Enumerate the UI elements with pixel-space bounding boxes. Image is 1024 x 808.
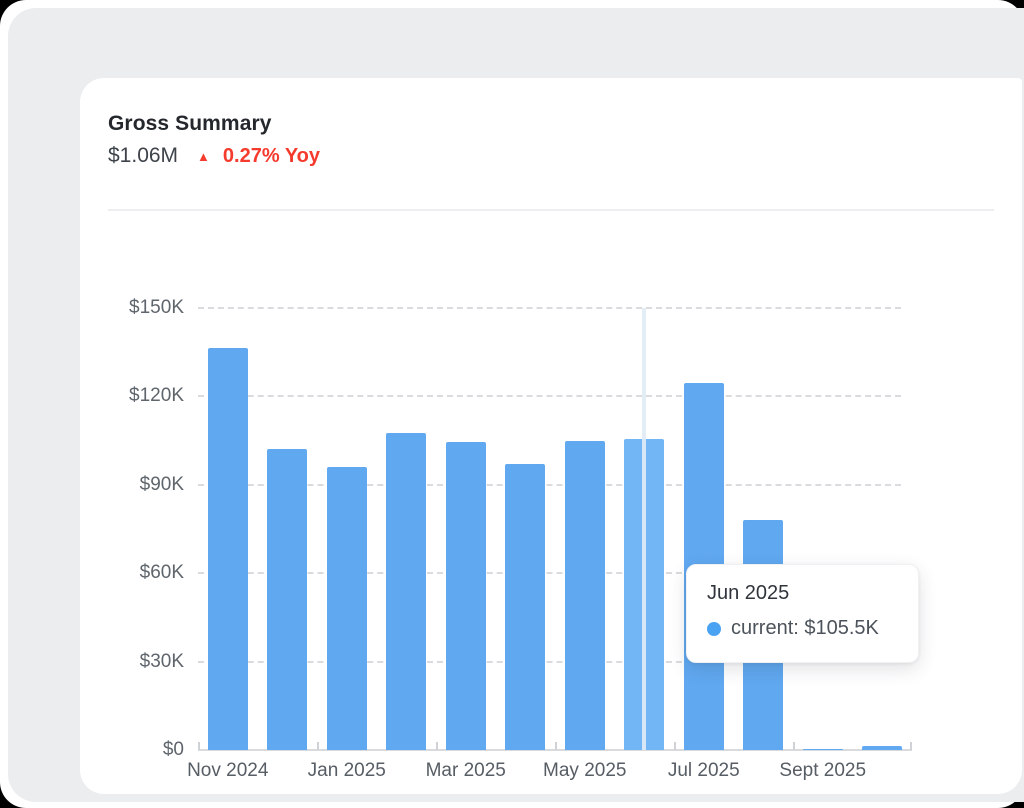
x-axis-label: Sept 2025 — [779, 760, 867, 781]
x-axis-label: Jan 2025 — [307, 760, 386, 781]
axis-tick — [317, 742, 319, 750]
y-axis-label: $120K — [129, 385, 184, 407]
bar-mar-2025[interactable] — [445, 442, 486, 750]
gridline-$30K — [198, 660, 901, 663]
gridline-$90K — [198, 483, 901, 486]
bar-nov-2024[interactable] — [207, 347, 248, 750]
bar-jan-2025[interactable] — [326, 467, 367, 750]
series-dot-icon — [707, 621, 721, 636]
bar-may-2025[interactable] — [564, 440, 605, 750]
bar-feb-2025[interactable] — [386, 433, 427, 750]
axis-tick — [198, 742, 200, 750]
metric-row: $1.06M ▲ 0.27% Yoy — [108, 143, 992, 169]
y-axis-label: $150K — [129, 297, 184, 318]
x-axis-label: May 2025 — [543, 760, 627, 781]
bar-sept-2025[interactable] — [802, 749, 843, 750]
crosshair-line — [642, 308, 647, 750]
gross-summary-card: Gross Summary $1.06M ▲ 0.27% Yoy Jun 202… — [80, 78, 1022, 794]
axis-tick — [674, 742, 676, 750]
y-axis-label: $90K — [139, 473, 184, 495]
metric-value: $1.06M — [108, 144, 179, 167]
card-title: Gross Summary — [108, 112, 272, 135]
y-axis-label: $30K — [139, 650, 184, 672]
x-axis-label: Jul 2025 — [667, 760, 740, 781]
app-surface: Gross Summary $1.06M ▲ 0.27% Yoy Jun 202… — [8, 8, 1024, 802]
axis-tick — [910, 742, 912, 750]
gridline-$60K — [198, 572, 901, 575]
bar-oct-2025[interactable] — [862, 745, 903, 750]
trend-yoy-text: 0.27% Yoy — [222, 144, 321, 167]
axis-tick — [436, 742, 438, 750]
x-axis-baseline — [198, 749, 912, 751]
chart-tooltip: Jun 2025 current: $105.5K — [686, 564, 919, 663]
bar-chart: Jun 2025 current: $105.5K $0 $30K $60K $90K… — [129, 298, 919, 781]
gridline-$150K — [198, 307, 901, 309]
tooltip-value-text: current: $105.5K — [731, 617, 879, 639]
axis-tick — [793, 742, 795, 750]
axis-tick — [555, 742, 557, 750]
card-header: Gross Summary $1.06M ▲ 0.27% Yoy — [80, 78, 1022, 169]
gridline-$120K — [198, 395, 901, 398]
y-axis-label: $0 — [162, 739, 184, 760]
bar-dec-2024[interactable] — [267, 449, 308, 750]
x-axis-label: Nov 2024 — [187, 760, 269, 781]
tooltip-title: Jun 2025 — [707, 582, 790, 604]
y-axis-label: $60K — [139, 562, 184, 584]
tooltip-series-row: current: $105.5K — [707, 617, 900, 640]
bar-apr-2025[interactable] — [505, 464, 546, 750]
x-axis-label: Mar 2025 — [425, 760, 506, 781]
header-divider — [108, 209, 994, 211]
trend-up-icon: ▲ — [197, 148, 210, 164]
